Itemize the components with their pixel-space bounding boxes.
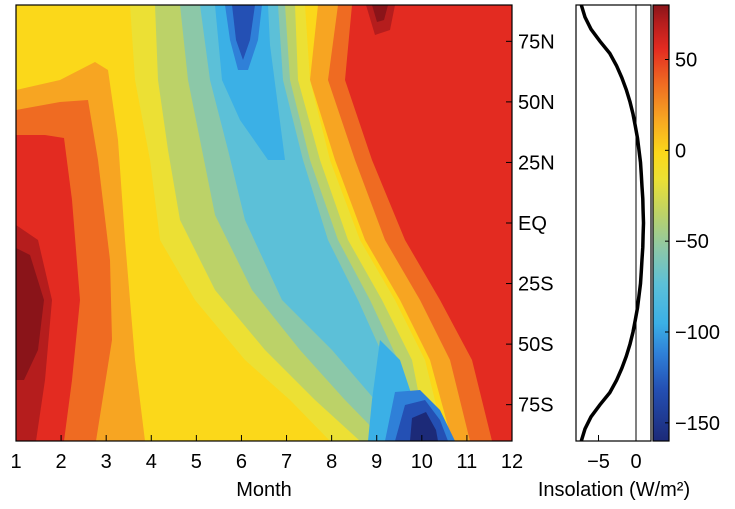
main-x-tick-label: 4 — [146, 451, 157, 473]
main-y-tick-label: 75N — [518, 31, 555, 53]
insolation-x-axis-label: Insolation (W/m²) — [538, 479, 690, 501]
main-x-tick-label: 7 — [281, 451, 292, 473]
main-x-tick-label: 2 — [56, 451, 67, 473]
main-x-tick-label: 11 — [457, 451, 478, 473]
main-y-tick-label: EQ — [518, 213, 547, 235]
colorbar-tick-label: 50 — [675, 50, 697, 72]
main-y-tick-label: 25S — [518, 274, 554, 296]
main-y-tick-label: 50S — [518, 334, 554, 356]
main-x-axis-label: Month — [236, 479, 292, 501]
main-x-tick-label: 10 — [411, 451, 433, 473]
colorbar-ticks: 50 0 −50 −100 −150 — [665, 50, 720, 435]
insolation-curve — [579, 4, 646, 442]
main-x-ticks: 1 2 3 4 5 6 7 8 9 10 11 12 — [10, 435, 523, 473]
insolation-x-tick-label: −5 — [587, 451, 610, 473]
main-x-tick-label: 6 — [236, 451, 247, 473]
colorbar-tick-label: −100 — [675, 322, 720, 344]
heatmap-contours — [16, 5, 512, 441]
colorbar — [652, 4, 670, 442]
main-x-tick-label: 12 — [501, 451, 523, 473]
insolation-x-ticks: −5 0 — [587, 435, 642, 473]
colorbar-tick-label: 0 — [675, 140, 686, 162]
main-x-tick-label: 5 — [191, 451, 202, 473]
main-y-ticks: 75N 50N 25N EQ 25S 50S 75S — [506, 31, 555, 417]
main-y-tick-label: 25N — [518, 152, 555, 174]
main-x-tick-label: 1 — [10, 451, 21, 473]
colorbar-tick-label: −150 — [675, 413, 720, 435]
insolation-plot-frame — [575, 4, 652, 442]
insolation-x-tick-label: 0 — [630, 451, 641, 473]
main-x-tick-label: 9 — [371, 451, 382, 473]
main-y-tick-label: 50N — [518, 92, 555, 114]
colorbar-tick-label: −50 — [675, 231, 709, 253]
main-x-tick-label: 8 — [326, 451, 337, 473]
main-x-tick-label: 3 — [101, 451, 112, 473]
main-y-tick-label: 75S — [518, 395, 554, 417]
